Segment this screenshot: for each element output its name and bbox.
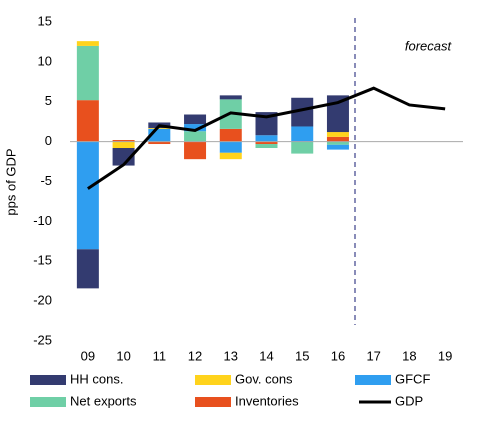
- legend-swatch: [195, 375, 231, 385]
- x-tick-label: 09: [81, 348, 95, 363]
- bar-segment: [219, 152, 242, 160]
- legend-swatch: [195, 397, 231, 407]
- bar-segment: [326, 136, 349, 142]
- annotation: forecast: [405, 38, 453, 53]
- legend-swatch: [30, 397, 66, 407]
- legend-swatch: [355, 375, 391, 385]
- bar-segment: [291, 141, 314, 154]
- bar-segment: [219, 95, 242, 100]
- line: [87, 86, 446, 190]
- legend-label: GFCF: [395, 371, 430, 386]
- y-tick-label: -25: [33, 332, 52, 347]
- bar-segment: [112, 148, 135, 166]
- bar-segment: [326, 132, 349, 137]
- bar-segment: [255, 135, 278, 142]
- x-tick-label: 14: [259, 348, 273, 363]
- x-tick-label: 10: [116, 348, 130, 363]
- legend-label: HH cons.: [70, 371, 123, 386]
- bar-segment: [291, 97, 314, 127]
- bar-segment: [184, 124, 207, 132]
- bar-segment: [219, 128, 242, 142]
- x-tick-label: 15: [295, 348, 309, 363]
- bar-segment: [184, 131, 207, 142]
- x-tick-label: 19: [438, 348, 452, 363]
- bar-segment: [76, 45, 99, 101]
- legend-label: Net exports: [70, 393, 137, 408]
- legend-swatch: [30, 375, 66, 385]
- x-tick-label: 16: [331, 348, 345, 363]
- bar-segment: [112, 140, 135, 142]
- bar-segment: [76, 100, 99, 142]
- bar-segment: [184, 141, 207, 160]
- bar-segment: [76, 249, 99, 289]
- y-tick-label: 15: [38, 13, 52, 28]
- x-tick-label: 17: [366, 348, 380, 363]
- bar-segment: [184, 114, 207, 125]
- legend-label: Gov. cons: [235, 371, 293, 386]
- bar-segment: [219, 141, 242, 153]
- bar-segment: [148, 141, 171, 145]
- legend-label: GDP: [395, 393, 423, 408]
- bar-segment: [76, 141, 99, 250]
- y-tick-label: 5: [45, 93, 52, 108]
- legend-label: Inventories: [235, 393, 299, 408]
- y-tick-label: 10: [38, 53, 52, 68]
- y-tick-label: 0: [45, 133, 52, 148]
- y-axis-label: pps of GDP: [3, 148, 18, 215]
- bar-segment: [255, 144, 278, 149]
- x-tick-label: 12: [188, 348, 202, 363]
- bar-segment: [326, 144, 349, 150]
- bar-segment: [255, 112, 278, 136]
- y-tick-label: -5: [40, 173, 52, 188]
- bar-segment: [326, 141, 349, 145]
- bar-segment: [255, 141, 278, 145]
- x-tick-label: 18: [402, 348, 416, 363]
- y-tick-label: -10: [33, 213, 52, 228]
- y-tick-label: -15: [33, 253, 52, 268]
- x-tick-label: 13: [224, 348, 238, 363]
- y-tick-label: -20: [33, 293, 52, 308]
- bar-segment: [76, 41, 99, 46]
- bar-segment: [112, 141, 135, 149]
- bar-segment: [291, 126, 314, 142]
- bar-segment: [148, 128, 171, 129]
- x-tick-label: 11: [153, 348, 167, 363]
